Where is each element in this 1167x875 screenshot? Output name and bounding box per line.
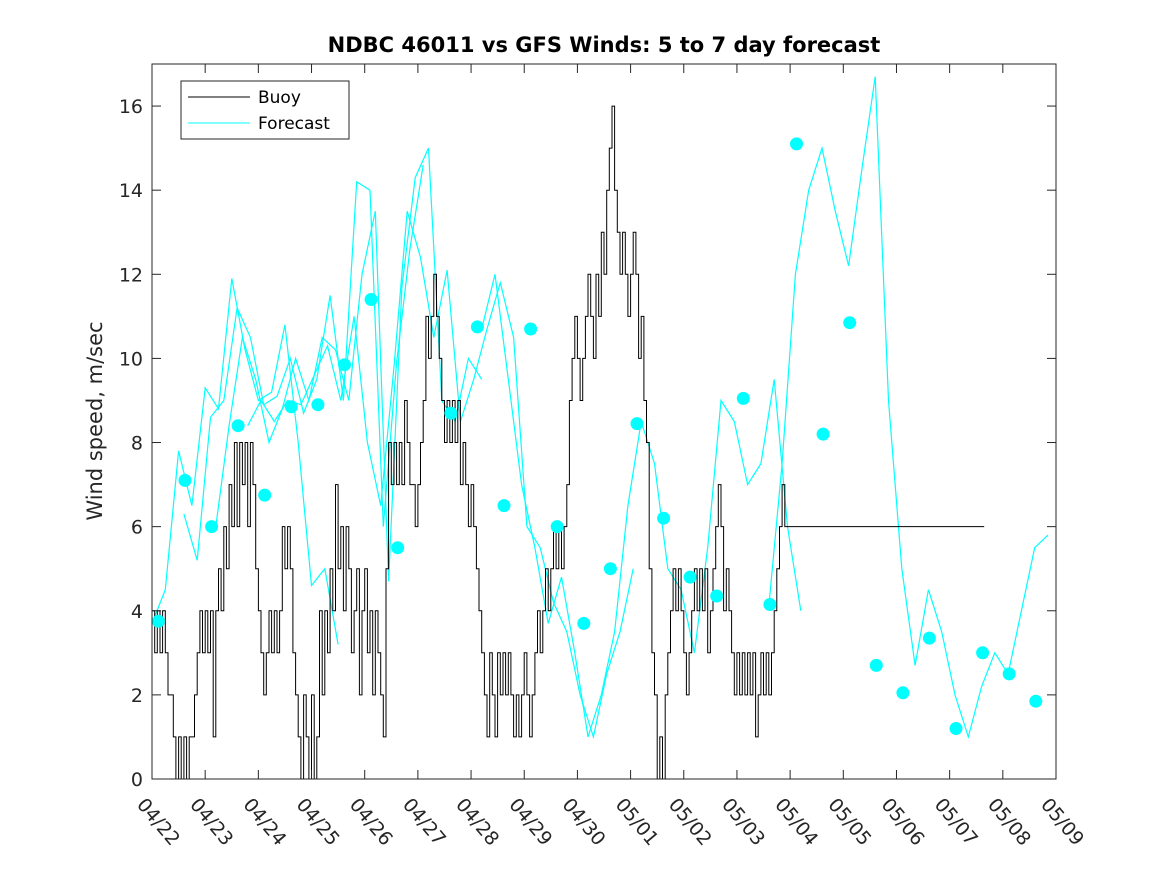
forecast-point [231,419,245,433]
forecast-line-6 [768,76,1049,740]
y-tick-label: 16 [119,96,143,118]
forecast-point [630,417,644,431]
forecast-point [470,320,484,334]
y-tick-label: 10 [119,348,143,370]
forecast-point [869,658,883,672]
legend: Buoy Forecast [180,80,350,140]
forecast-point [311,398,325,412]
forecast-point [736,391,750,405]
x-tick-label: 04/25 [292,794,344,850]
x-tick-label: 04/27 [398,794,450,850]
ticks-layer [151,64,1057,780]
forecast-point [657,511,671,525]
y-tick-label: 0 [131,769,143,791]
x-tick-label: 05/01 [611,794,663,850]
forecast-point [1002,667,1016,681]
forecast-point [550,520,564,534]
forecast-line-1 [151,278,339,645]
forecast-point [284,400,298,414]
x-tick-label: 04/22 [132,794,184,850]
x-tick-label: 05/03 [717,794,769,850]
x-tick-label: 05/07 [930,794,982,850]
y-tick-label: 6 [131,517,143,539]
x-tick-label: 04/30 [558,794,610,850]
legend-forecast-label: Forecast [258,114,330,134]
y-tick-label: 2 [131,685,143,707]
forecast-point [763,598,777,611]
forecast-point [922,631,936,645]
x-tick-label: 04/29 [504,794,556,850]
forecast-point [949,722,963,735]
forecast-point [364,293,378,306]
forecast-point [577,616,591,630]
plot-area [152,64,1056,779]
legend-buoy-label: Buoy [258,88,301,108]
forecast-point [790,137,803,151]
forecast-point [710,589,724,603]
forecast-point [816,427,830,441]
forecast-point [683,570,697,584]
y-tick-label: 4 [131,601,143,623]
forecast-point [151,614,165,628]
buoy-line [151,105,985,780]
forecast-point [1029,694,1043,708]
y-axis-label: Wind speed, m/sec [83,321,107,520]
x-tick-label: 04/28 [451,794,503,850]
x-tick-label: 05/06 [877,794,929,850]
y-tick-labels: 0 2 4 6 8 10 12 14 16 [119,96,143,791]
y-tick-label: 8 [131,433,143,455]
x-tick-label: 05/09 [1036,794,1088,850]
y-tick-label: 14 [119,180,143,202]
forecast-line-4 [247,211,634,740]
forecast-point [205,520,219,534]
forecast-point [338,358,351,372]
forecast-point [444,406,458,420]
plot-frame [151,63,1057,780]
forecast-point [497,499,511,513]
forecast-point [976,646,990,660]
x-tick-labels: 04/22 04/23 04/24 04/25 04/26 04/27 04/28 04/29… [132,794,1088,850]
forecast-point [843,316,857,330]
x-tick-label: 05/08 [983,794,1035,850]
forecast-point [603,562,617,576]
x-tick-label: 05/02 [664,794,716,850]
y-tick-label: 12 [119,264,143,286]
forecast-point [258,488,272,502]
x-tick-label: 05/04 [770,794,822,850]
x-tick-label: 04/26 [345,794,397,850]
x-tick-label: 04/24 [239,794,291,850]
forecast-point [391,541,405,555]
forecast-point [178,473,192,487]
forecast-line-2 [183,164,424,561]
x-tick-label: 04/23 [185,794,237,850]
x-tick-label: 05/05 [823,794,875,850]
series-layer [151,76,1049,780]
chart-title: NDBC 46011 vs GFS Winds: 5 to 7 day fore… [328,33,881,57]
legend-box [180,80,350,140]
forecast-point [524,322,538,336]
forecast-point [896,686,910,700]
